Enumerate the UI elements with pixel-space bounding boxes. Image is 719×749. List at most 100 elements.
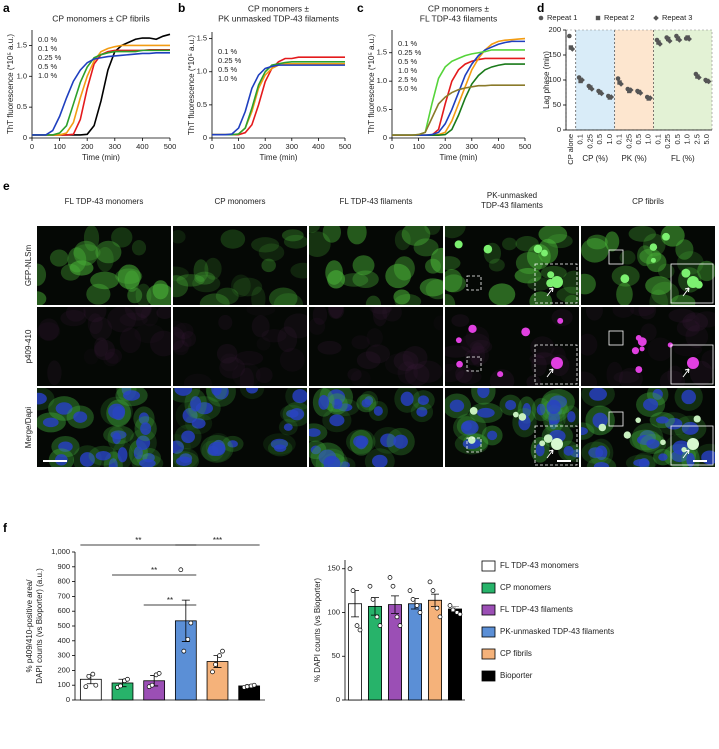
- cell: [581, 273, 596, 295]
- column-label: FL TDP-43 filaments: [340, 197, 413, 206]
- y-tick-label: 200: [57, 665, 70, 674]
- nucleus: [208, 441, 226, 457]
- nucleus: [139, 458, 156, 467]
- zoom-frame: [466, 356, 482, 372]
- y-tick-label: 0: [383, 133, 387, 142]
- bar: [347, 603, 362, 701]
- microscopy-image: [309, 226, 443, 305]
- arrow: [682, 449, 690, 459]
- nucleus: [108, 458, 118, 467]
- data-point: [354, 623, 360, 628]
- nucleus: [136, 435, 151, 451]
- aggregate: [623, 431, 631, 439]
- cell: [657, 263, 675, 279]
- cell: [73, 240, 99, 266]
- aggregate: [518, 413, 527, 421]
- cell: [413, 360, 443, 383]
- cell: [645, 276, 672, 296]
- nucleus: [211, 388, 222, 396]
- cell: [37, 291, 47, 305]
- cell: [215, 287, 239, 305]
- y-tick-label: 50: [553, 100, 561, 109]
- dot: [617, 80, 622, 85]
- cell: [309, 226, 320, 234]
- legend-entry: 0.5 %: [398, 57, 418, 66]
- cell: [239, 388, 265, 400]
- cell: [283, 234, 307, 249]
- cell: [261, 329, 287, 343]
- nucleus: [123, 390, 141, 401]
- legend-entry: 0.1 %: [38, 44, 58, 53]
- cell: [613, 371, 640, 384]
- cell: [111, 227, 133, 248]
- microscopy-image: [173, 226, 307, 305]
- legend-entry: 0.1 %: [218, 47, 238, 56]
- cell: [350, 369, 371, 386]
- cell: [537, 238, 559, 264]
- legend-entry: 0.25 %: [218, 56, 242, 65]
- y-axis-label: ThT fluorescence (*10⁵ a.u.): [187, 35, 196, 135]
- cell: [369, 307, 393, 315]
- group-band: [653, 30, 712, 130]
- nucleus: [37, 392, 47, 405]
- nucleus: [353, 435, 369, 448]
- nucleus: [117, 447, 128, 463]
- data-point: [457, 611, 463, 617]
- bar: [407, 603, 422, 701]
- zoom-frame: [466, 437, 482, 453]
- error-bar: [391, 595, 399, 614]
- nucleus: [191, 418, 206, 429]
- cell: [685, 324, 709, 349]
- cell: [251, 315, 270, 338]
- cell: [204, 257, 222, 280]
- cell: [231, 274, 251, 298]
- group-label: PK (%): [621, 154, 647, 163]
- nucleus: [522, 403, 532, 418]
- cell: [327, 307, 345, 320]
- cell: [445, 256, 461, 271]
- cell: [312, 307, 328, 325]
- cell: [649, 289, 669, 305]
- cell: [352, 270, 379, 289]
- nucleus: [318, 394, 330, 410]
- nucleus: [292, 389, 307, 404]
- arrow: [682, 368, 690, 378]
- x-tick-label: 200: [81, 142, 94, 151]
- cell: [340, 273, 369, 287]
- zoom-frame: [608, 330, 624, 346]
- aggregate: [667, 342, 673, 348]
- cell: [646, 252, 667, 273]
- nucleus: [643, 398, 659, 411]
- x-tick-label: 400: [492, 142, 505, 151]
- image-background: [309, 226, 443, 305]
- cell: [469, 339, 493, 354]
- legend-entry: 1.0 %: [398, 66, 418, 75]
- legend-swatch: [481, 648, 496, 660]
- aggregate: [660, 439, 666, 446]
- dot: [615, 76, 621, 81]
- image-background: [581, 307, 715, 386]
- panel-label: e: [3, 179, 10, 193]
- cell: [668, 308, 696, 323]
- cell: [488, 258, 505, 272]
- cell: [38, 318, 60, 342]
- nucleus: [681, 421, 699, 435]
- cell: [425, 279, 443, 300]
- cell: [382, 307, 402, 322]
- arrow: [546, 368, 554, 378]
- group-label: CP (%): [582, 154, 608, 163]
- panel-label: c: [357, 1, 364, 15]
- legend-swatch: [481, 582, 496, 594]
- data-point: [374, 614, 380, 620]
- x-tick-label: 0.1: [653, 134, 662, 144]
- panel-label: f: [3, 521, 8, 535]
- cell: [540, 265, 567, 280]
- cell: [356, 351, 381, 370]
- cell: [530, 336, 555, 359]
- panel-label: a: [3, 1, 10, 15]
- aggregate: [635, 335, 642, 341]
- cell: [251, 286, 266, 305]
- inset-aggregate: [551, 357, 563, 369]
- data-point: [90, 671, 96, 677]
